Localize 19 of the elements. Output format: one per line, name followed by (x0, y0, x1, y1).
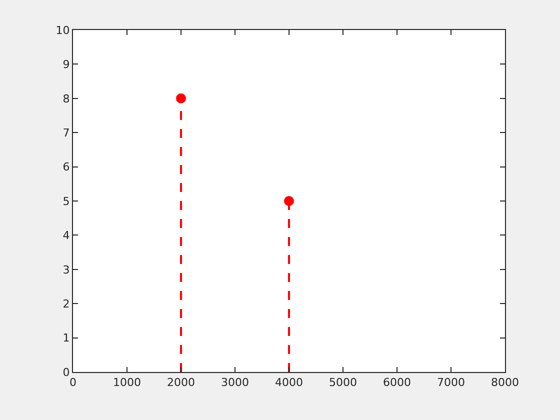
y-tick-label: 6 (62, 160, 70, 174)
y-tick-label: 0 (62, 366, 70, 379)
y-tick-label: 8 (62, 92, 70, 106)
y-tick-label: 5 (62, 194, 70, 208)
y-tick-label: 1 (62, 332, 70, 345)
x-tick-label: 3000 (221, 376, 249, 390)
y-tick-label: 7 (62, 126, 70, 140)
x-tick-label: 4000 (275, 376, 303, 390)
y-tick-label: 2 (62, 297, 70, 310)
y-tick-label: 3 (62, 263, 70, 276)
y-tick-label: 4 (62, 229, 70, 242)
x-tick-label: 2000 (167, 376, 195, 390)
x-tick-label: 5000 (329, 376, 357, 390)
y-tick-label: 9 (62, 58, 70, 72)
x-tick-label: 1000 (113, 376, 141, 390)
x-tick-label: 8000 (491, 376, 519, 390)
x-tick-label: 7000 (437, 376, 465, 390)
y-tick-label: 10 (56, 24, 70, 37)
x-tick-label: 6000 (383, 376, 411, 390)
